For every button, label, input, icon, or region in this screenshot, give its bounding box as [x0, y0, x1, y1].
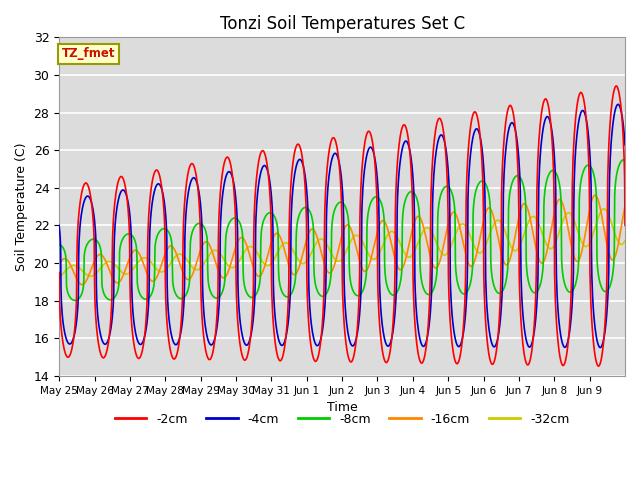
Title: Tonzi Soil Temperatures Set C: Tonzi Soil Temperatures Set C [220, 15, 465, 33]
Text: TZ_fmet: TZ_fmet [62, 48, 115, 60]
Legend: -2cm, -4cm, -8cm, -16cm, -32cm: -2cm, -4cm, -8cm, -16cm, -32cm [110, 408, 574, 431]
Y-axis label: Soil Temperature (C): Soil Temperature (C) [15, 143, 28, 271]
X-axis label: Time: Time [326, 401, 358, 414]
